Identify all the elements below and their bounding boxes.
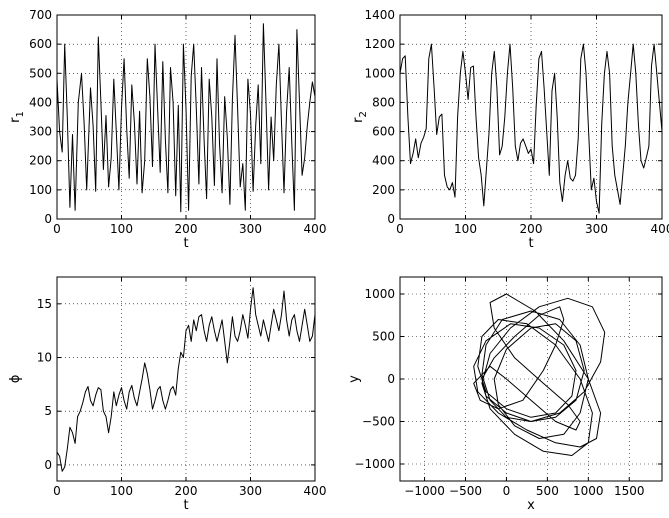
y-tick-label: 1400 <box>364 8 395 22</box>
x-tick-label: 300 <box>239 222 262 236</box>
y-tick-label: 700 <box>29 8 52 22</box>
y-axis-label-main: y <box>347 375 362 383</box>
series-line <box>473 293 606 456</box>
subplot-4: −1000 −500 0 500 1000 1500 −1000 −500 0 500 1000 x y <box>347 276 663 513</box>
y-tick-label: 0 <box>387 372 395 386</box>
y-tick-label: 600 <box>29 37 52 51</box>
series-line <box>57 23 315 213</box>
y-tick-label: 0 <box>387 212 395 226</box>
y-tick-label: 1200 <box>364 37 395 51</box>
x-axis-label: t <box>183 236 188 251</box>
y-axis-label: ϕ <box>8 375 23 384</box>
x-tick-label: 0 <box>53 484 61 498</box>
series-line <box>400 43 662 214</box>
y-axis-label-subscript: 2 <box>358 111 369 117</box>
x-tick-label: 100 <box>454 222 477 236</box>
y-tick-label: 500 <box>29 66 52 80</box>
y-tick-label: 15 <box>37 297 52 311</box>
x-tick-label: 1000 <box>573 484 604 498</box>
y-axis-label: y <box>347 375 362 383</box>
x-axis-label: t <box>183 498 188 513</box>
y-tick-label: 400 <box>372 154 395 168</box>
y-tick-label: 200 <box>372 183 395 197</box>
x-tick-label: 300 <box>585 222 608 236</box>
x-tick-label: 200 <box>175 484 198 498</box>
y-tick-label: 200 <box>29 154 52 168</box>
y-tick-label: 1000 <box>364 287 395 301</box>
y-axis-label-subscript: 1 <box>15 111 26 117</box>
y-tick-label: −500 <box>362 415 395 429</box>
x-tick-label: 1500 <box>614 484 645 498</box>
y-tick-label: 500 <box>372 330 395 344</box>
y-tick-label: 5 <box>44 404 52 418</box>
y-axis-label: r2 <box>351 111 369 123</box>
x-axis-label: x <box>527 498 535 513</box>
x-tick-label: −500 <box>449 484 482 498</box>
x-tick-label: −1000 <box>404 484 445 498</box>
y-tick-label: 10 <box>37 351 52 365</box>
subplot-1: 0 100 200 300 400 0 100 200 300 400 500 600 700 t r1 <box>8 8 326 251</box>
x-tick-label: 300 <box>239 484 262 498</box>
x-tick-label: 400 <box>651 222 669 236</box>
y-tick-label: 0 <box>44 458 52 472</box>
axes-frame <box>56 276 316 482</box>
y-tick-label: 1000 <box>364 66 395 80</box>
subplot-3: 0 100 200 300 400 0 5 10 15 t ϕ <box>8 276 327 513</box>
subplot-2: 0 100 200 300 400 0 200 400 600 800 1000 1200 1400 t r… <box>351 8 669 251</box>
y-tick-label: 0 <box>44 212 52 226</box>
x-tick-label: 500 <box>536 484 559 498</box>
y-axis-label: r1 <box>8 111 26 123</box>
y-tick-label: 400 <box>29 95 52 109</box>
x-tick-label: 400 <box>304 484 327 498</box>
x-tick-label: 400 <box>304 222 327 236</box>
y-axis-label-main: r <box>351 117 366 123</box>
x-axis-label: t <box>528 236 533 251</box>
x-tick-label: 0 <box>53 222 61 236</box>
x-tick-label: 200 <box>175 222 198 236</box>
y-axis-label-main: r <box>8 117 23 123</box>
x-tick-label: 100 <box>110 222 133 236</box>
y-tick-label: 600 <box>372 125 395 139</box>
x-tick-label: 100 <box>110 484 133 498</box>
y-tick-label: 100 <box>29 183 52 197</box>
y-axis-label-main: ϕ <box>8 375 23 384</box>
y-tick-label: −1000 <box>354 457 395 471</box>
x-tick-label: 200 <box>520 222 543 236</box>
x-tick-label: 0 <box>503 484 511 498</box>
y-tick-label: 300 <box>29 125 52 139</box>
x-tick-label: 0 <box>396 222 404 236</box>
series-line <box>57 287 315 472</box>
axes-frame <box>399 276 663 482</box>
y-tick-label: 800 <box>372 95 395 109</box>
